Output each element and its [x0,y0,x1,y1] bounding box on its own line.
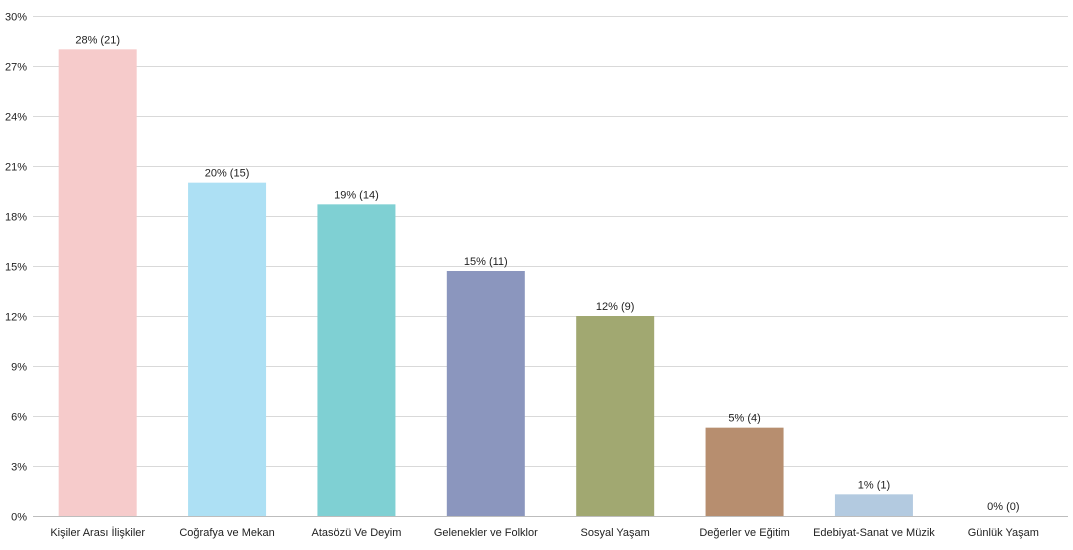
x-tick-label: Kişiler Arası İlişkiler [50,526,145,539]
y-tick-label: 3% [11,462,27,474]
bar [576,316,655,516]
data-label: 19% (14) [334,189,379,201]
x-tick-label: Atasözü Ve Deyim [312,527,402,539]
bar [834,494,913,516]
data-label: 28% (21) [75,34,120,46]
y-tick-label: 18% [5,212,27,224]
bar [446,271,525,516]
y-tick-label: 0% [11,512,27,524]
bar [705,427,784,516]
y-tick-label: 30% [5,12,27,24]
data-label: 15% (11) [464,256,508,268]
x-tick-label: Edebiyat-Sanat ve Müzik [813,527,935,539]
x-tick-label: Günlük Yaşam [968,527,1039,539]
y-tick-label: 24% [5,112,27,124]
y-tick-label: 9% [11,362,27,374]
bar [188,182,267,516]
x-tick-label: Coğrafya ve Mekan [179,527,274,539]
data-label: 1% (1) [858,479,890,491]
data-label: 20% (15) [205,168,250,180]
x-tick-label: Değerler ve Eğitim [699,527,789,539]
x-tick-label: Sosyal Yaşam [581,527,650,539]
data-label: 12% (9) [596,301,635,313]
y-tick-label: 6% [11,412,27,424]
y-tick-label: 27% [5,62,27,74]
bar [58,49,137,516]
data-label: 0% (0) [987,501,1019,513]
y-tick-label: 15% [5,262,27,274]
y-tick-label: 12% [5,312,27,324]
data-label: 5% (4) [728,413,760,425]
x-tick-label: Gelenekler ve Folklor [434,527,538,539]
y-tick-label: 21% [5,162,27,174]
bar [317,204,396,517]
